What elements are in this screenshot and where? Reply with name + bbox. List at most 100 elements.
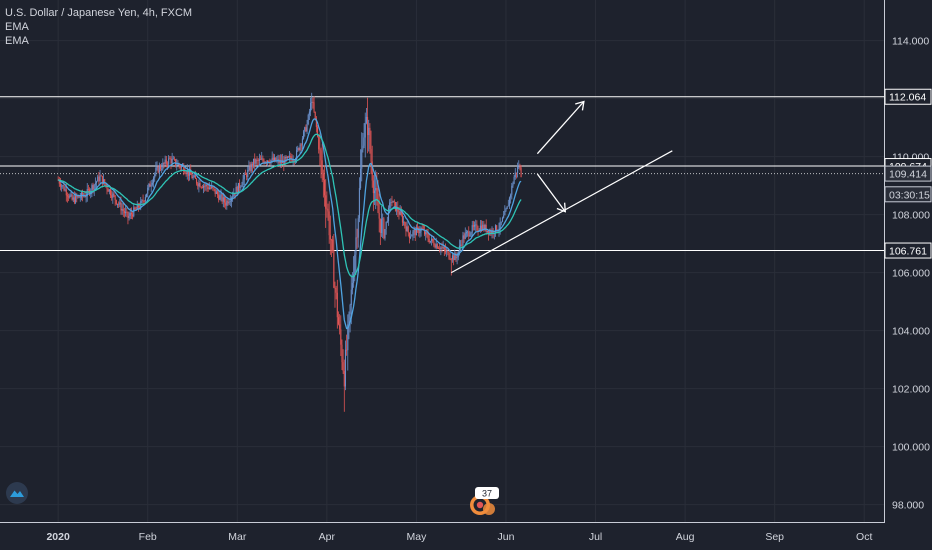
candle-body <box>461 244 463 246</box>
candle-body <box>392 200 394 203</box>
candle-body <box>176 165 178 166</box>
candle-body <box>501 217 504 222</box>
candle-body <box>244 174 246 176</box>
candle-body <box>370 148 372 162</box>
candle-body <box>116 203 119 205</box>
candle-body <box>477 230 479 231</box>
candle-body <box>483 224 485 230</box>
candle-body <box>443 247 445 250</box>
candle-body <box>425 231 427 235</box>
candle-body <box>226 200 228 206</box>
tradingview-logo-icon[interactable] <box>6 482 28 504</box>
candle-body <box>177 163 179 166</box>
candle-body <box>164 159 166 164</box>
candle-body <box>109 189 112 196</box>
candle-body <box>259 159 262 160</box>
candle-body <box>437 248 440 250</box>
candle-body <box>387 207 390 222</box>
indicator-ema-2[interactable]: EMA <box>5 35 29 47</box>
candle-body <box>170 158 172 164</box>
candle-body <box>187 170 189 176</box>
candle-body <box>442 247 444 248</box>
candle-body <box>289 156 291 158</box>
candle-body <box>186 170 188 174</box>
arrow-down <box>536 173 566 213</box>
candle-body <box>344 349 347 387</box>
candle-body <box>71 194 73 200</box>
candle-body <box>403 221 405 223</box>
candle-body <box>297 148 299 151</box>
candle-body <box>142 200 144 202</box>
candle-body <box>430 238 433 241</box>
candle-body <box>347 324 349 351</box>
candle-body <box>355 237 357 255</box>
candle-body <box>106 185 108 190</box>
candle-body <box>400 211 402 216</box>
symbol-title[interactable]: U.S. Dollar / Japanese Yen, 4h, FXCM <box>5 7 193 19</box>
candle-body <box>154 173 156 178</box>
candle-body <box>271 157 273 161</box>
indicator-ema-1[interactable]: EMA <box>5 21 29 33</box>
x-tick-label: Aug <box>676 531 695 543</box>
x-tick-label: Jun <box>498 531 515 543</box>
candle-body <box>135 208 137 210</box>
candle-body <box>414 230 416 236</box>
candle-body <box>367 116 369 136</box>
chart-legend: U.S. Dollar / Japanese Yen, 4h, FXCM EMA… <box>5 6 192 48</box>
candle-body <box>300 144 302 146</box>
candle-body <box>63 185 65 191</box>
candle-body <box>319 149 321 151</box>
candle-body <box>198 182 200 187</box>
candle-body <box>471 225 473 233</box>
candle-body <box>240 186 242 188</box>
candle-body <box>193 175 195 177</box>
candle-body <box>386 221 388 222</box>
candle-body <box>147 187 149 194</box>
x-tick-label: Mar <box>228 531 247 543</box>
candle-body <box>384 229 386 239</box>
dividend-event-icon[interactable]: 37 <box>467 487 501 517</box>
candle-body <box>333 250 335 288</box>
candle-body <box>219 195 221 200</box>
candle-body <box>474 224 476 227</box>
candle-body <box>102 179 105 184</box>
candle-body <box>59 183 62 187</box>
candle-body <box>66 195 69 197</box>
candle-body <box>372 180 374 194</box>
candle-body <box>389 202 391 208</box>
candle-body <box>424 229 426 235</box>
candle-body <box>97 176 99 182</box>
candle-body <box>211 186 213 189</box>
candle-body <box>292 160 294 162</box>
candle-body <box>515 172 517 174</box>
candle-body <box>197 183 199 187</box>
candle-body <box>428 238 430 243</box>
candle-body <box>435 244 437 248</box>
price-label-box <box>884 186 932 203</box>
x-tick-label: May <box>406 531 427 543</box>
candle-body <box>127 211 129 218</box>
candle-body <box>494 225 497 234</box>
candle-body <box>449 258 451 260</box>
candle-body <box>303 131 305 139</box>
candle-body <box>253 158 255 167</box>
candle-body <box>180 166 183 168</box>
candle-body <box>199 182 201 188</box>
candle-body <box>373 190 376 194</box>
candle-body <box>233 193 235 197</box>
arrow-head <box>556 202 567 213</box>
candle-body <box>121 209 123 211</box>
candle-body <box>108 189 110 192</box>
candle-body <box>504 210 506 216</box>
candle-body <box>182 166 184 167</box>
candle-body <box>146 193 148 198</box>
candle-body <box>70 194 72 196</box>
price-label: 112.064 <box>889 92 926 104</box>
candle-body <box>243 174 245 180</box>
candle-body <box>496 225 498 231</box>
candle-body <box>150 184 152 187</box>
candle-body <box>487 230 490 235</box>
candle-body <box>376 188 378 201</box>
